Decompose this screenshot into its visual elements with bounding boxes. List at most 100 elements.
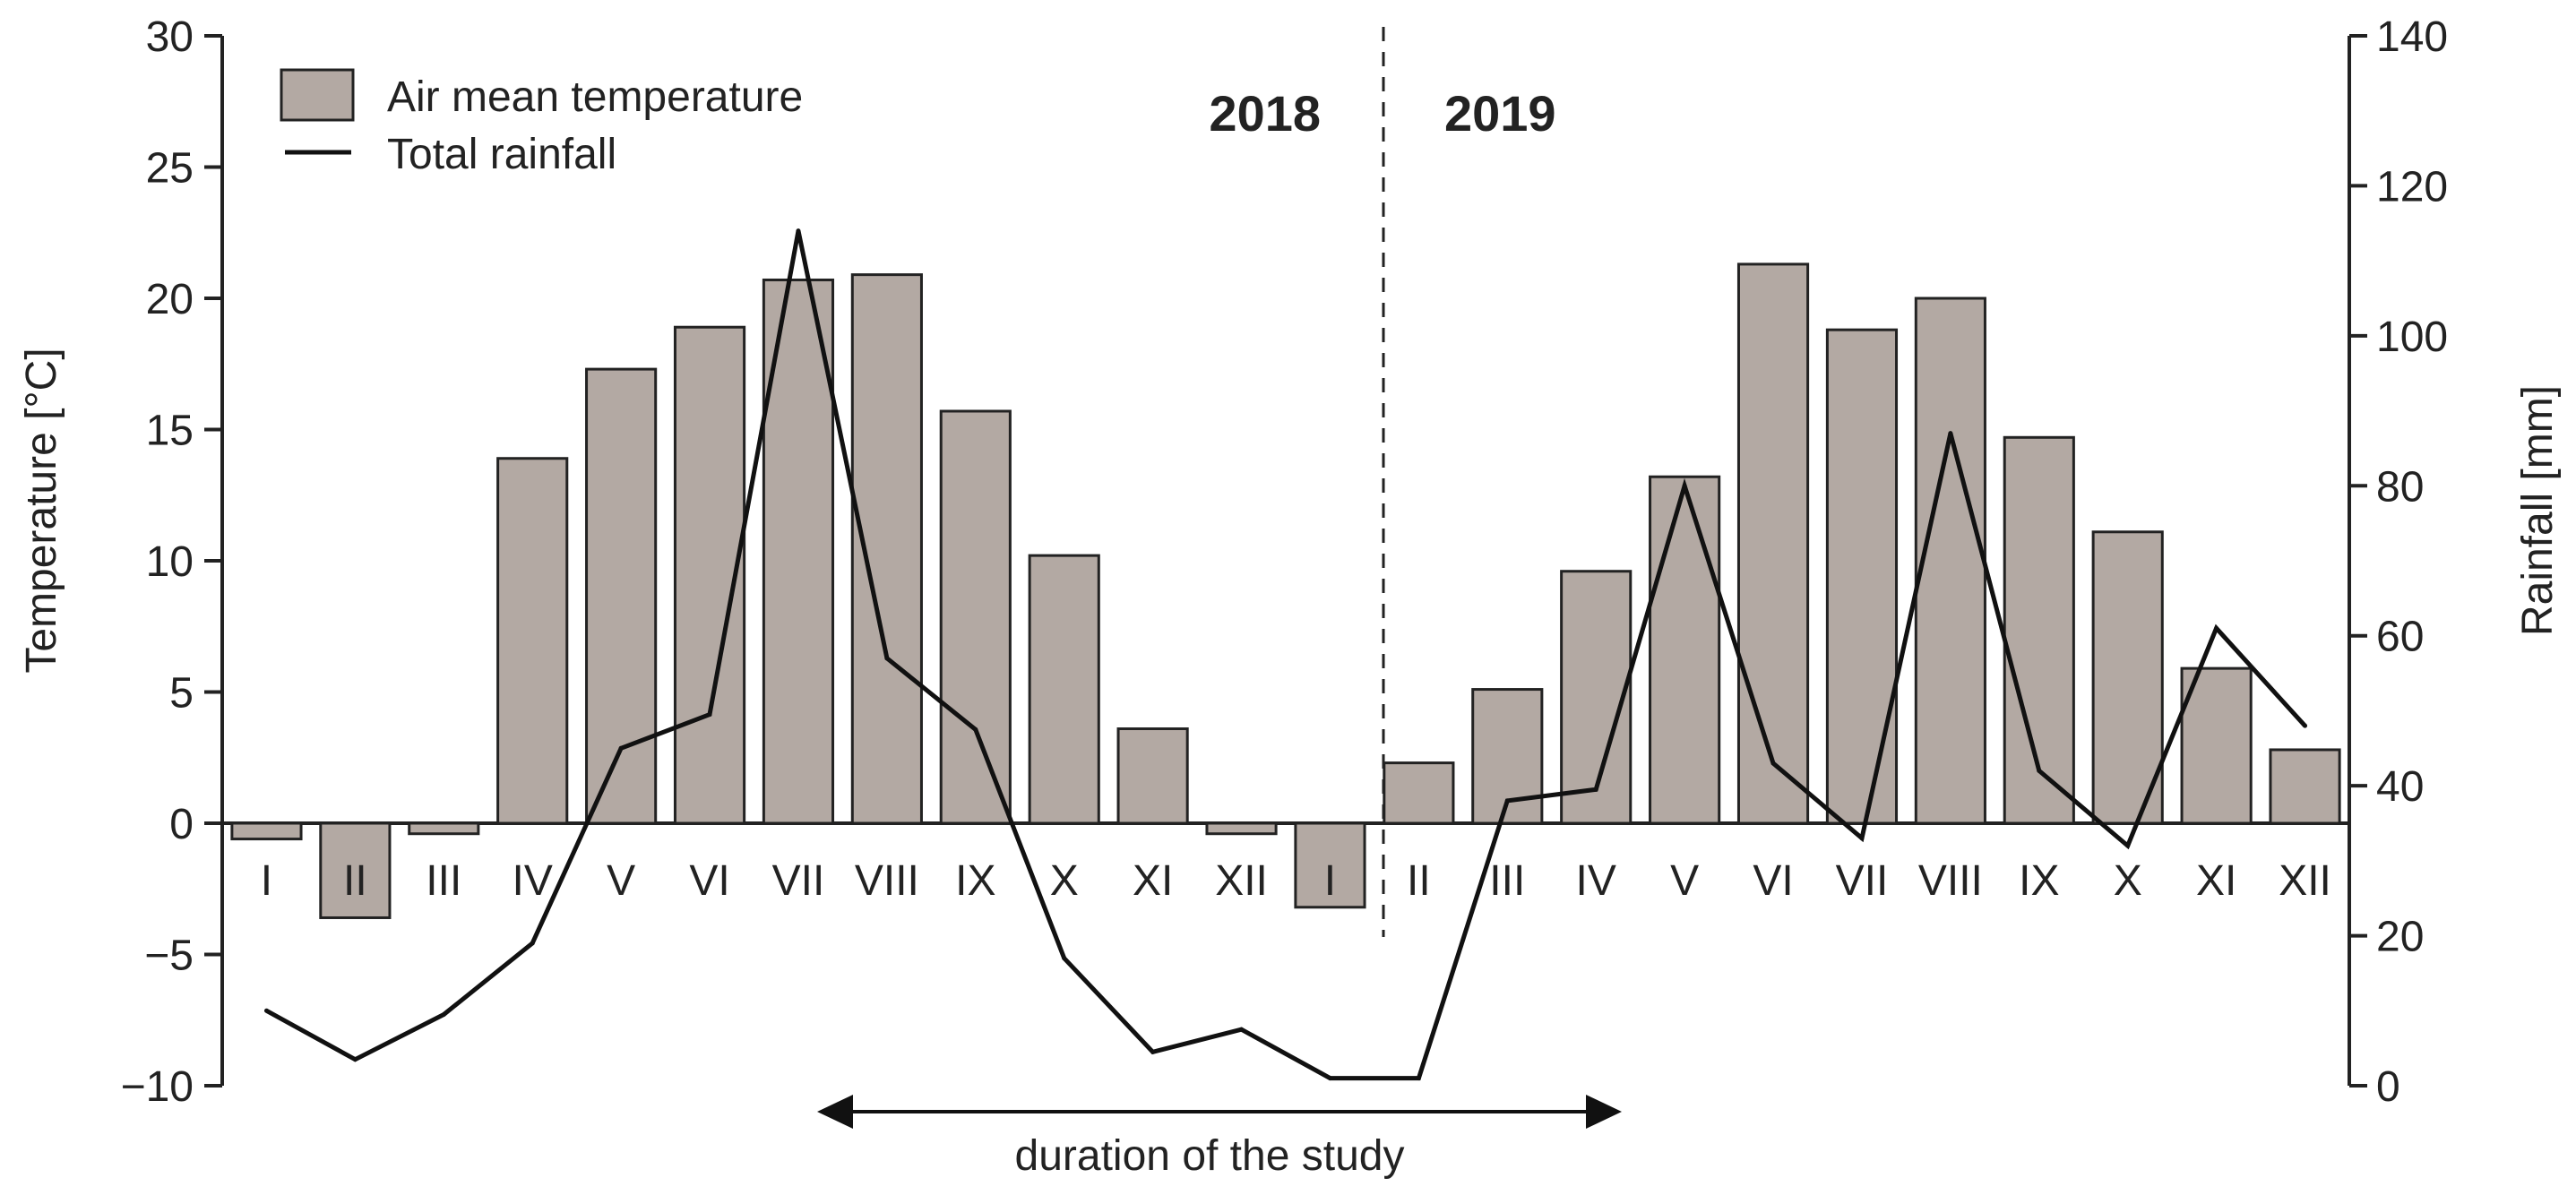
temperature-bar [1825, 328, 1899, 825]
rainfall-point [2214, 625, 2219, 631]
rainfall-point [1770, 761, 1776, 766]
y-tick-label: 10 [146, 538, 194, 586]
year-label-2018: 2018 [1209, 85, 1321, 142]
legend-label-rainfall: Total rainfall [387, 131, 616, 178]
temperature-bar [1914, 297, 1986, 825]
temperature-bar [1383, 761, 1455, 825]
legend: Air mean temperature Total rainfall [280, 68, 803, 178]
rainfall-point [1150, 1049, 1156, 1054]
month-label: IV [1576, 857, 1616, 905]
month-label: V [1670, 857, 1699, 905]
rainfall-point [2303, 723, 2308, 728]
month-label: II [1407, 857, 1431, 905]
y-tick-label: 5 [169, 670, 194, 718]
y-tick-label: −5 [144, 933, 194, 980]
rainfall-point [1593, 787, 1598, 792]
temperature-bar [1649, 475, 1721, 825]
month-label: X [2114, 857, 2142, 905]
rainfall-point [618, 745, 624, 751]
rainfall-point [707, 712, 712, 718]
rainfall-line [263, 228, 2308, 1081]
rainfall-point [2125, 843, 2131, 848]
rainfall-point [1504, 798, 1510, 804]
y-tick-label: 25 [146, 145, 194, 193]
y2-tick-label: 120 [2376, 163, 2448, 211]
rainfall-point [530, 941, 535, 946]
month-label: VIII [1918, 857, 1983, 905]
temperature-bar [1028, 554, 1100, 825]
temperature-bar [673, 325, 746, 825]
month-label: IV [513, 857, 553, 905]
temperature-bar [2269, 748, 2341, 825]
temperature-bar [319, 821, 392, 919]
temperature-bars [230, 262, 2341, 919]
month-label: V [607, 857, 635, 905]
month-label: II [343, 857, 367, 905]
y-tick-label: 15 [146, 408, 194, 455]
temperature-bar [1560, 570, 1633, 825]
y2-tick-label: 40 [2376, 763, 2424, 811]
month-label: VII [772, 857, 825, 905]
month-label: VIII [855, 857, 919, 905]
month-label: I [261, 857, 272, 905]
rainfall-point [1062, 956, 1067, 961]
rainfall-point [1239, 1027, 1245, 1032]
legend-swatch-temperature [280, 68, 355, 122]
y-tick-label: 30 [146, 13, 194, 61]
year-label-2019: 2019 [1444, 85, 1556, 142]
y2-tick-label: 80 [2376, 463, 2424, 511]
temperature-bar [2180, 666, 2253, 825]
temperature-bar [1736, 262, 1810, 825]
month-label: I [1324, 857, 1336, 905]
y-tick-label: −10 [121, 1063, 194, 1111]
month-label: VI [689, 857, 729, 905]
month-label: XI [1133, 857, 1173, 905]
study-period-label: duration of the study [1015, 1132, 1405, 1180]
rainfall-point [352, 1057, 358, 1062]
rainfall-point [1859, 836, 1865, 841]
temperature-bar [496, 457, 569, 825]
y-axis-title: Temperature [°C] [18, 348, 65, 673]
month-label: XII [1215, 857, 1268, 905]
study-arrow-left-head [817, 1095, 853, 1129]
study-period: duration of the study [817, 1095, 1622, 1180]
y-tick-label: 20 [146, 276, 194, 323]
month-labels: I II III IV V VI VII VIII IX X XI XII I II III IV V VI VII… [261, 857, 2331, 905]
rainfall-point [2037, 768, 2042, 773]
month-label: IX [955, 857, 995, 905]
legend-label-temperature: Air mean temperature [387, 73, 803, 121]
rainfall-point [1416, 1076, 1421, 1081]
month-label: III [426, 857, 461, 905]
rainfall-point [263, 1008, 269, 1013]
rainfall-point [796, 228, 801, 234]
study-arrow-right-head [1586, 1095, 1622, 1129]
month-label: XII [2279, 857, 2331, 905]
month-label: IX [2019, 857, 2059, 905]
temperature-bar [2091, 530, 2164, 825]
temperature-bar [939, 409, 1012, 825]
axes: −10 −5 0 5 10 15 20 25 30 0 20 40 60 80 100 120 140 [121, 13, 2449, 1111]
month-label: VII [1836, 857, 1889, 905]
y2-tick-label: 0 [2376, 1063, 2400, 1111]
month-label: XI [2196, 857, 2236, 905]
temperature-bar [762, 278, 835, 825]
rainfall-point [884, 656, 890, 661]
y2-tick-label: 20 [2376, 914, 2424, 961]
temperature-bar [230, 821, 303, 841]
rainfall-point [1682, 483, 1687, 488]
rainfall-point [441, 1011, 446, 1017]
month-label: VI [1753, 857, 1793, 905]
temperature-bar [408, 821, 480, 836]
temperature-bar [1116, 727, 1189, 825]
temperature-bar [1205, 821, 1278, 836]
y2-tick-label: 100 [2376, 314, 2448, 361]
rainfall-polyline [265, 230, 2307, 1081]
rainfall-point [1327, 1076, 1332, 1081]
y-tick-label: 0 [169, 801, 194, 848]
month-label: III [1489, 857, 1525, 905]
y2-axis-title: Rainfall [mm] [2514, 385, 2562, 636]
temperature-bar [585, 367, 658, 825]
month-label: X [1050, 857, 1079, 905]
temperature-bar [1294, 821, 1366, 909]
